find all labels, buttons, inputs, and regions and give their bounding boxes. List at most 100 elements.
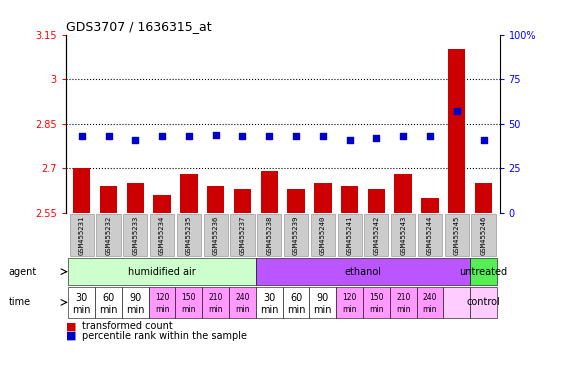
FancyBboxPatch shape: [70, 214, 94, 257]
FancyBboxPatch shape: [417, 287, 443, 318]
FancyBboxPatch shape: [204, 214, 228, 257]
FancyBboxPatch shape: [123, 214, 147, 257]
FancyBboxPatch shape: [229, 287, 256, 318]
Text: min: min: [396, 305, 411, 314]
Text: 60: 60: [102, 293, 115, 303]
Text: GSM455246: GSM455246: [481, 215, 486, 255]
Text: min: min: [287, 305, 305, 314]
Point: [452, 108, 461, 114]
FancyBboxPatch shape: [69, 287, 95, 318]
Text: 240: 240: [423, 293, 437, 302]
Text: min: min: [313, 305, 332, 314]
Text: GSM455238: GSM455238: [266, 215, 272, 255]
Text: min: min: [126, 305, 144, 314]
Text: 120: 120: [155, 293, 169, 302]
Text: min: min: [260, 305, 279, 314]
Bar: [341, 186, 359, 213]
Point: [345, 137, 354, 143]
Text: min: min: [235, 305, 250, 314]
Text: GSM455243: GSM455243: [400, 215, 406, 255]
FancyBboxPatch shape: [175, 287, 202, 318]
Text: GSM455235: GSM455235: [186, 215, 192, 255]
Text: transformed count: transformed count: [82, 321, 172, 331]
Text: agent: agent: [9, 266, 37, 277]
Text: GSM455239: GSM455239: [293, 215, 299, 255]
Bar: [448, 50, 465, 213]
Text: 210: 210: [208, 293, 223, 302]
Bar: [234, 189, 251, 213]
Bar: [154, 195, 171, 213]
Bar: [395, 174, 412, 213]
Text: GSM455232: GSM455232: [106, 215, 111, 255]
Text: ■: ■: [66, 321, 76, 331]
FancyBboxPatch shape: [96, 214, 120, 257]
Text: 30: 30: [263, 293, 275, 303]
Text: 120: 120: [343, 293, 357, 302]
Text: GSM455242: GSM455242: [373, 215, 379, 255]
Text: GDS3707 / 1636315_at: GDS3707 / 1636315_at: [66, 20, 211, 33]
Bar: [73, 169, 90, 213]
Text: min: min: [369, 305, 384, 314]
FancyBboxPatch shape: [445, 214, 469, 257]
Text: min: min: [99, 305, 118, 314]
Bar: [314, 183, 332, 213]
Point: [399, 133, 408, 139]
Point: [291, 133, 300, 139]
FancyBboxPatch shape: [391, 214, 415, 257]
Text: control: control: [467, 297, 500, 308]
Point: [425, 133, 435, 139]
FancyBboxPatch shape: [257, 214, 282, 257]
Text: ■: ■: [66, 331, 76, 341]
FancyBboxPatch shape: [443, 287, 470, 318]
Bar: [127, 183, 144, 213]
Text: humidified air: humidified air: [128, 266, 196, 277]
Point: [77, 133, 86, 139]
Text: min: min: [73, 305, 91, 314]
Text: ethanol: ethanol: [344, 266, 381, 277]
Text: min: min: [208, 305, 223, 314]
Bar: [207, 186, 224, 213]
Text: GSM455245: GSM455245: [454, 215, 460, 255]
FancyBboxPatch shape: [390, 287, 417, 318]
FancyBboxPatch shape: [95, 287, 122, 318]
Point: [211, 131, 220, 137]
FancyBboxPatch shape: [364, 214, 388, 257]
Point: [265, 133, 274, 139]
Text: untreated: untreated: [460, 266, 508, 277]
FancyBboxPatch shape: [418, 214, 442, 257]
Text: min: min: [182, 305, 196, 314]
Text: min: min: [423, 305, 437, 314]
Bar: [421, 198, 439, 213]
Point: [104, 133, 113, 139]
Text: GSM455231: GSM455231: [79, 215, 85, 255]
Text: GSM455241: GSM455241: [347, 215, 353, 255]
Point: [184, 133, 194, 139]
Text: percentile rank within the sample: percentile rank within the sample: [82, 331, 247, 341]
Bar: [287, 189, 305, 213]
Text: 90: 90: [129, 293, 142, 303]
FancyBboxPatch shape: [470, 287, 497, 318]
Text: min: min: [343, 305, 357, 314]
FancyBboxPatch shape: [363, 287, 390, 318]
Text: time: time: [9, 297, 31, 308]
Bar: [180, 174, 198, 213]
Text: 240: 240: [235, 293, 250, 302]
Text: 150: 150: [369, 293, 384, 302]
Point: [158, 133, 167, 139]
Point: [479, 137, 488, 143]
FancyBboxPatch shape: [337, 214, 361, 257]
Text: 90: 90: [317, 293, 329, 303]
Point: [372, 135, 381, 141]
FancyBboxPatch shape: [472, 214, 496, 257]
FancyBboxPatch shape: [309, 287, 336, 318]
Text: GSM455240: GSM455240: [320, 215, 326, 255]
FancyBboxPatch shape: [284, 214, 308, 257]
Text: GSM455234: GSM455234: [159, 215, 165, 255]
Text: 150: 150: [182, 293, 196, 302]
FancyBboxPatch shape: [256, 287, 283, 318]
FancyBboxPatch shape: [177, 214, 201, 257]
Bar: [100, 186, 117, 213]
FancyBboxPatch shape: [202, 287, 229, 318]
Text: GSM455236: GSM455236: [212, 215, 219, 255]
Bar: [368, 189, 385, 213]
